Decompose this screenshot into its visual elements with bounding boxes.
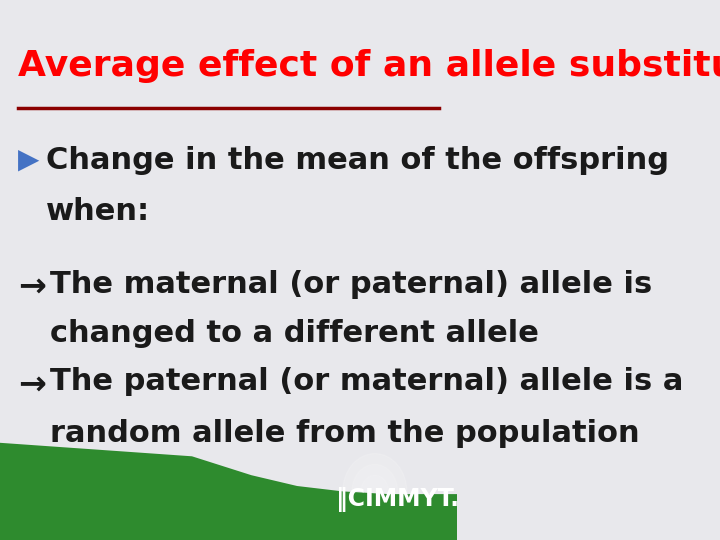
Circle shape [361,475,389,508]
Polygon shape [0,443,457,540]
Text: when:: when: [45,197,150,226]
Text: ‖CIMMYT.: ‖CIMMYT. [336,487,459,512]
Text: Change in the mean of the offspring: Change in the mean of the offspring [45,146,669,175]
Text: The paternal (or maternal) allele is a: The paternal (or maternal) allele is a [50,367,684,396]
Text: →: → [18,367,46,400]
Circle shape [343,454,407,529]
Text: changed to a different allele: changed to a different allele [50,319,539,348]
Text: ▶: ▶ [18,146,40,174]
Text: →: → [18,270,46,303]
Text: random allele from the population: random allele from the population [50,418,640,448]
Text: The maternal (or paternal) allele is: The maternal (or paternal) allele is [50,270,652,299]
Text: Average effect of an allele substitution: Average effect of an allele substitution [18,49,720,83]
Circle shape [352,464,397,518]
